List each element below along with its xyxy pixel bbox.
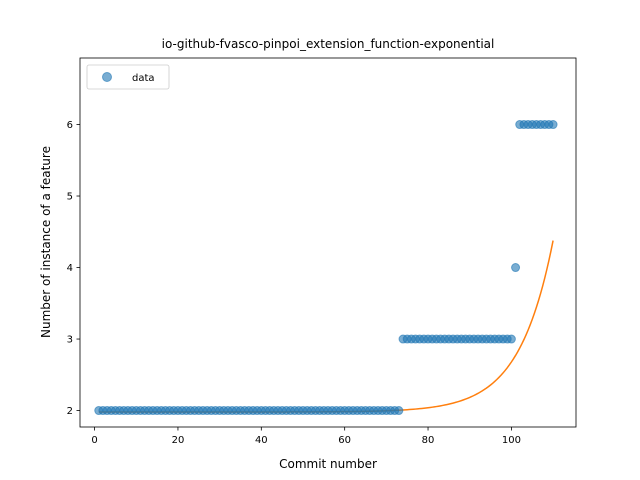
x-tick-label: 60 (338, 435, 351, 446)
y-tick-label: 5 (67, 192, 73, 203)
x-tick-label: 40 (255, 435, 268, 446)
legend-marker-data (102, 72, 112, 82)
data-point (511, 263, 521, 273)
legend-label-data: data (132, 73, 155, 84)
plot-frame (79, 57, 577, 428)
x-axis-label: Commit number (279, 457, 377, 471)
y-axis-label: Number of instance of a feature (39, 146, 53, 338)
data-point (506, 334, 516, 344)
data-point (548, 120, 558, 130)
x-tick-label: 100 (502, 435, 521, 446)
y-tick-label: 4 (67, 263, 73, 274)
x-tick-label: 80 (422, 435, 435, 446)
points-layer (94, 120, 558, 416)
legend: data (86, 64, 170, 90)
data-point (394, 406, 404, 416)
x-ticks: 0 20 40 60 80 100 (91, 427, 521, 446)
y-tick-label: 3 (67, 335, 73, 346)
x-tick-label: 20 (172, 435, 185, 446)
plot-area (80, 58, 576, 427)
chart-title: io-github-fvasco-pinpoi_extension_functi… (162, 37, 495, 51)
legend-box (86, 64, 170, 90)
y-tick-label: 2 (67, 406, 73, 417)
y-ticks: 2 3 4 5 6 (67, 120, 80, 417)
x-tick-label: 0 (91, 435, 97, 446)
y-tick-label: 6 (67, 120, 73, 131)
